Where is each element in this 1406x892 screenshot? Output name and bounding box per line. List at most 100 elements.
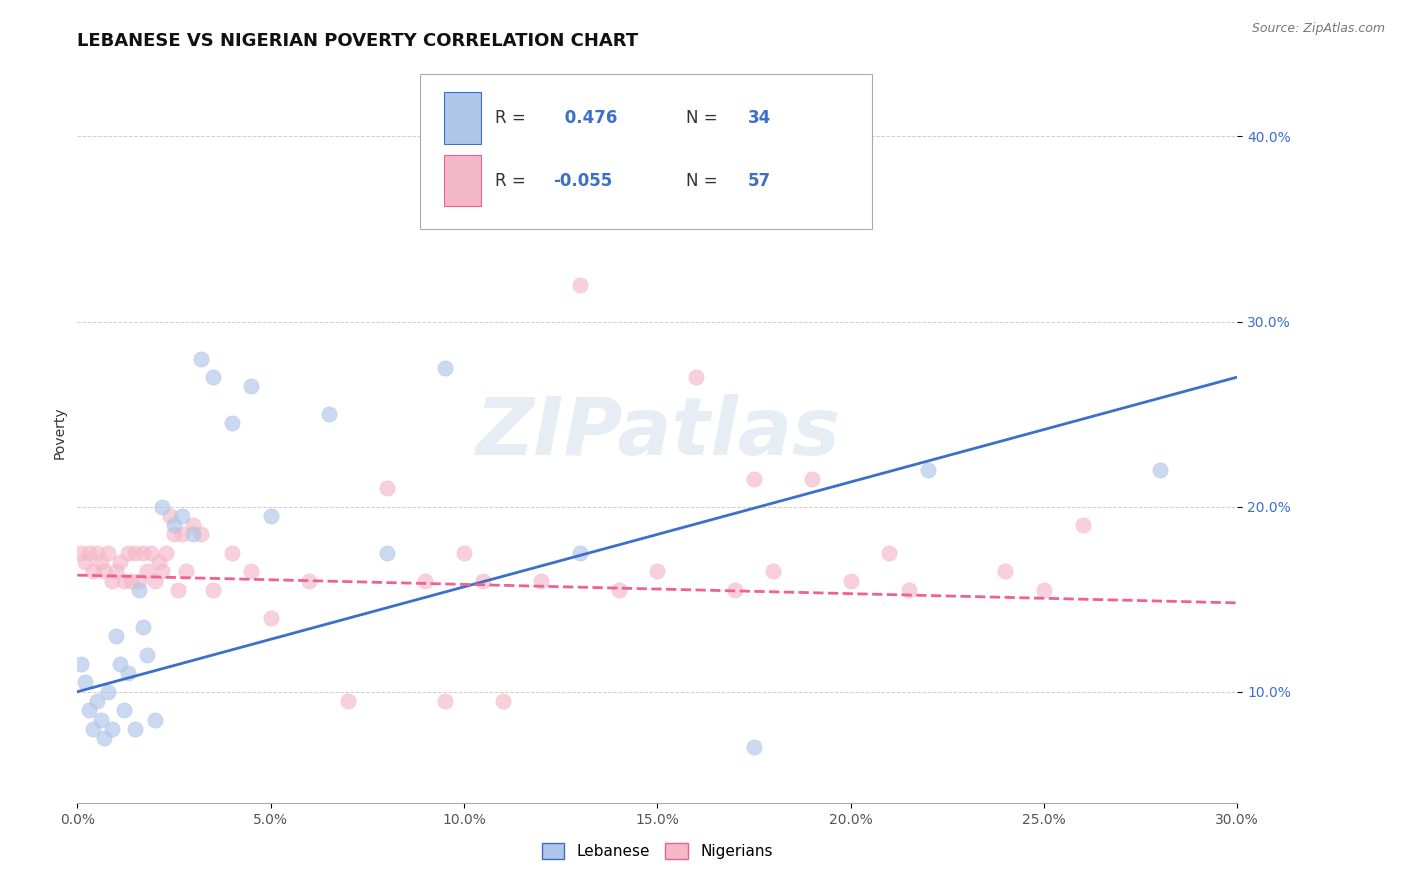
Point: [375, 546, 398, 560]
Point: [117, 666, 139, 681]
Point: [685, 370, 707, 384]
Point: [166, 582, 188, 597]
Point: [105, 565, 127, 579]
Text: N =: N =: [686, 109, 723, 127]
Point: [128, 582, 150, 597]
Point: [492, 694, 515, 708]
Point: [190, 527, 212, 541]
Point: [1149, 462, 1171, 476]
Point: [143, 713, 166, 727]
Point: [298, 574, 321, 588]
Point: [152, 565, 174, 579]
Point: [183, 527, 205, 541]
Point: [136, 565, 159, 579]
Point: [143, 574, 166, 588]
Point: [139, 546, 162, 560]
Point: [159, 508, 181, 523]
Point: [994, 565, 1017, 579]
Point: [170, 508, 193, 523]
Point: [77, 546, 100, 560]
Point: [70, 546, 93, 560]
Point: [375, 481, 398, 495]
Point: [132, 620, 155, 634]
FancyBboxPatch shape: [444, 93, 481, 144]
FancyBboxPatch shape: [419, 73, 872, 229]
Point: [174, 565, 197, 579]
Point: [108, 657, 131, 671]
Text: LEBANESE VS NIGERIAN POVERTY CORRELATION CHART: LEBANESE VS NIGERIAN POVERTY CORRELATION…: [77, 32, 638, 50]
Legend: Lebanese, Nigerians: Lebanese, Nigerians: [536, 838, 779, 865]
Point: [221, 417, 243, 431]
Point: [897, 582, 920, 597]
Point: [101, 722, 124, 736]
Point: [148, 555, 170, 569]
Point: [124, 722, 146, 736]
Point: [117, 546, 139, 560]
Point: [472, 574, 495, 588]
Point: [93, 731, 115, 745]
Point: [70, 657, 93, 671]
Point: [762, 565, 785, 579]
Text: ZIPatlas: ZIPatlas: [475, 393, 839, 472]
Point: [77, 703, 100, 717]
Point: [433, 360, 456, 375]
Point: [90, 555, 111, 569]
Point: [221, 546, 243, 560]
Point: [724, 582, 747, 597]
Point: [105, 629, 127, 643]
Point: [86, 694, 108, 708]
Point: [75, 675, 96, 690]
Point: [801, 472, 824, 486]
Point: [607, 582, 630, 597]
Point: [112, 703, 135, 717]
Point: [82, 565, 104, 579]
Point: [839, 574, 862, 588]
Point: [742, 472, 765, 486]
Point: [108, 555, 131, 569]
Point: [82, 722, 104, 736]
Text: R =: R =: [495, 109, 531, 127]
Point: [1033, 582, 1056, 597]
Point: [128, 574, 150, 588]
Text: N =: N =: [686, 172, 723, 190]
Text: R =: R =: [495, 172, 531, 190]
Point: [240, 565, 263, 579]
Point: [201, 582, 224, 597]
FancyBboxPatch shape: [444, 155, 481, 206]
Point: [163, 518, 186, 533]
Point: [124, 546, 146, 560]
Text: 0.476: 0.476: [558, 109, 617, 127]
Point: [569, 277, 592, 292]
Point: [742, 740, 765, 755]
Point: [136, 648, 159, 662]
Point: [453, 546, 475, 560]
Text: 34: 34: [748, 109, 770, 127]
Point: [152, 500, 174, 514]
Point: [240, 379, 263, 393]
Point: [201, 370, 224, 384]
Text: Source: ZipAtlas.com: Source: ZipAtlas.com: [1251, 22, 1385, 36]
Point: [132, 546, 155, 560]
Point: [260, 610, 283, 624]
Point: [163, 527, 186, 541]
Point: [318, 407, 340, 421]
Point: [647, 565, 669, 579]
Point: [183, 518, 205, 533]
Point: [433, 694, 456, 708]
Point: [569, 546, 592, 560]
Point: [1071, 518, 1094, 533]
Point: [101, 574, 124, 588]
Text: -0.055: -0.055: [553, 172, 612, 190]
Point: [530, 574, 553, 588]
Point: [90, 713, 111, 727]
Point: [121, 574, 143, 588]
Point: [86, 546, 108, 560]
Point: [97, 685, 120, 699]
Y-axis label: Poverty: Poverty: [52, 407, 66, 458]
Point: [877, 546, 901, 560]
Point: [170, 527, 193, 541]
Point: [337, 694, 360, 708]
Point: [112, 574, 135, 588]
Point: [97, 546, 120, 560]
Point: [75, 555, 96, 569]
